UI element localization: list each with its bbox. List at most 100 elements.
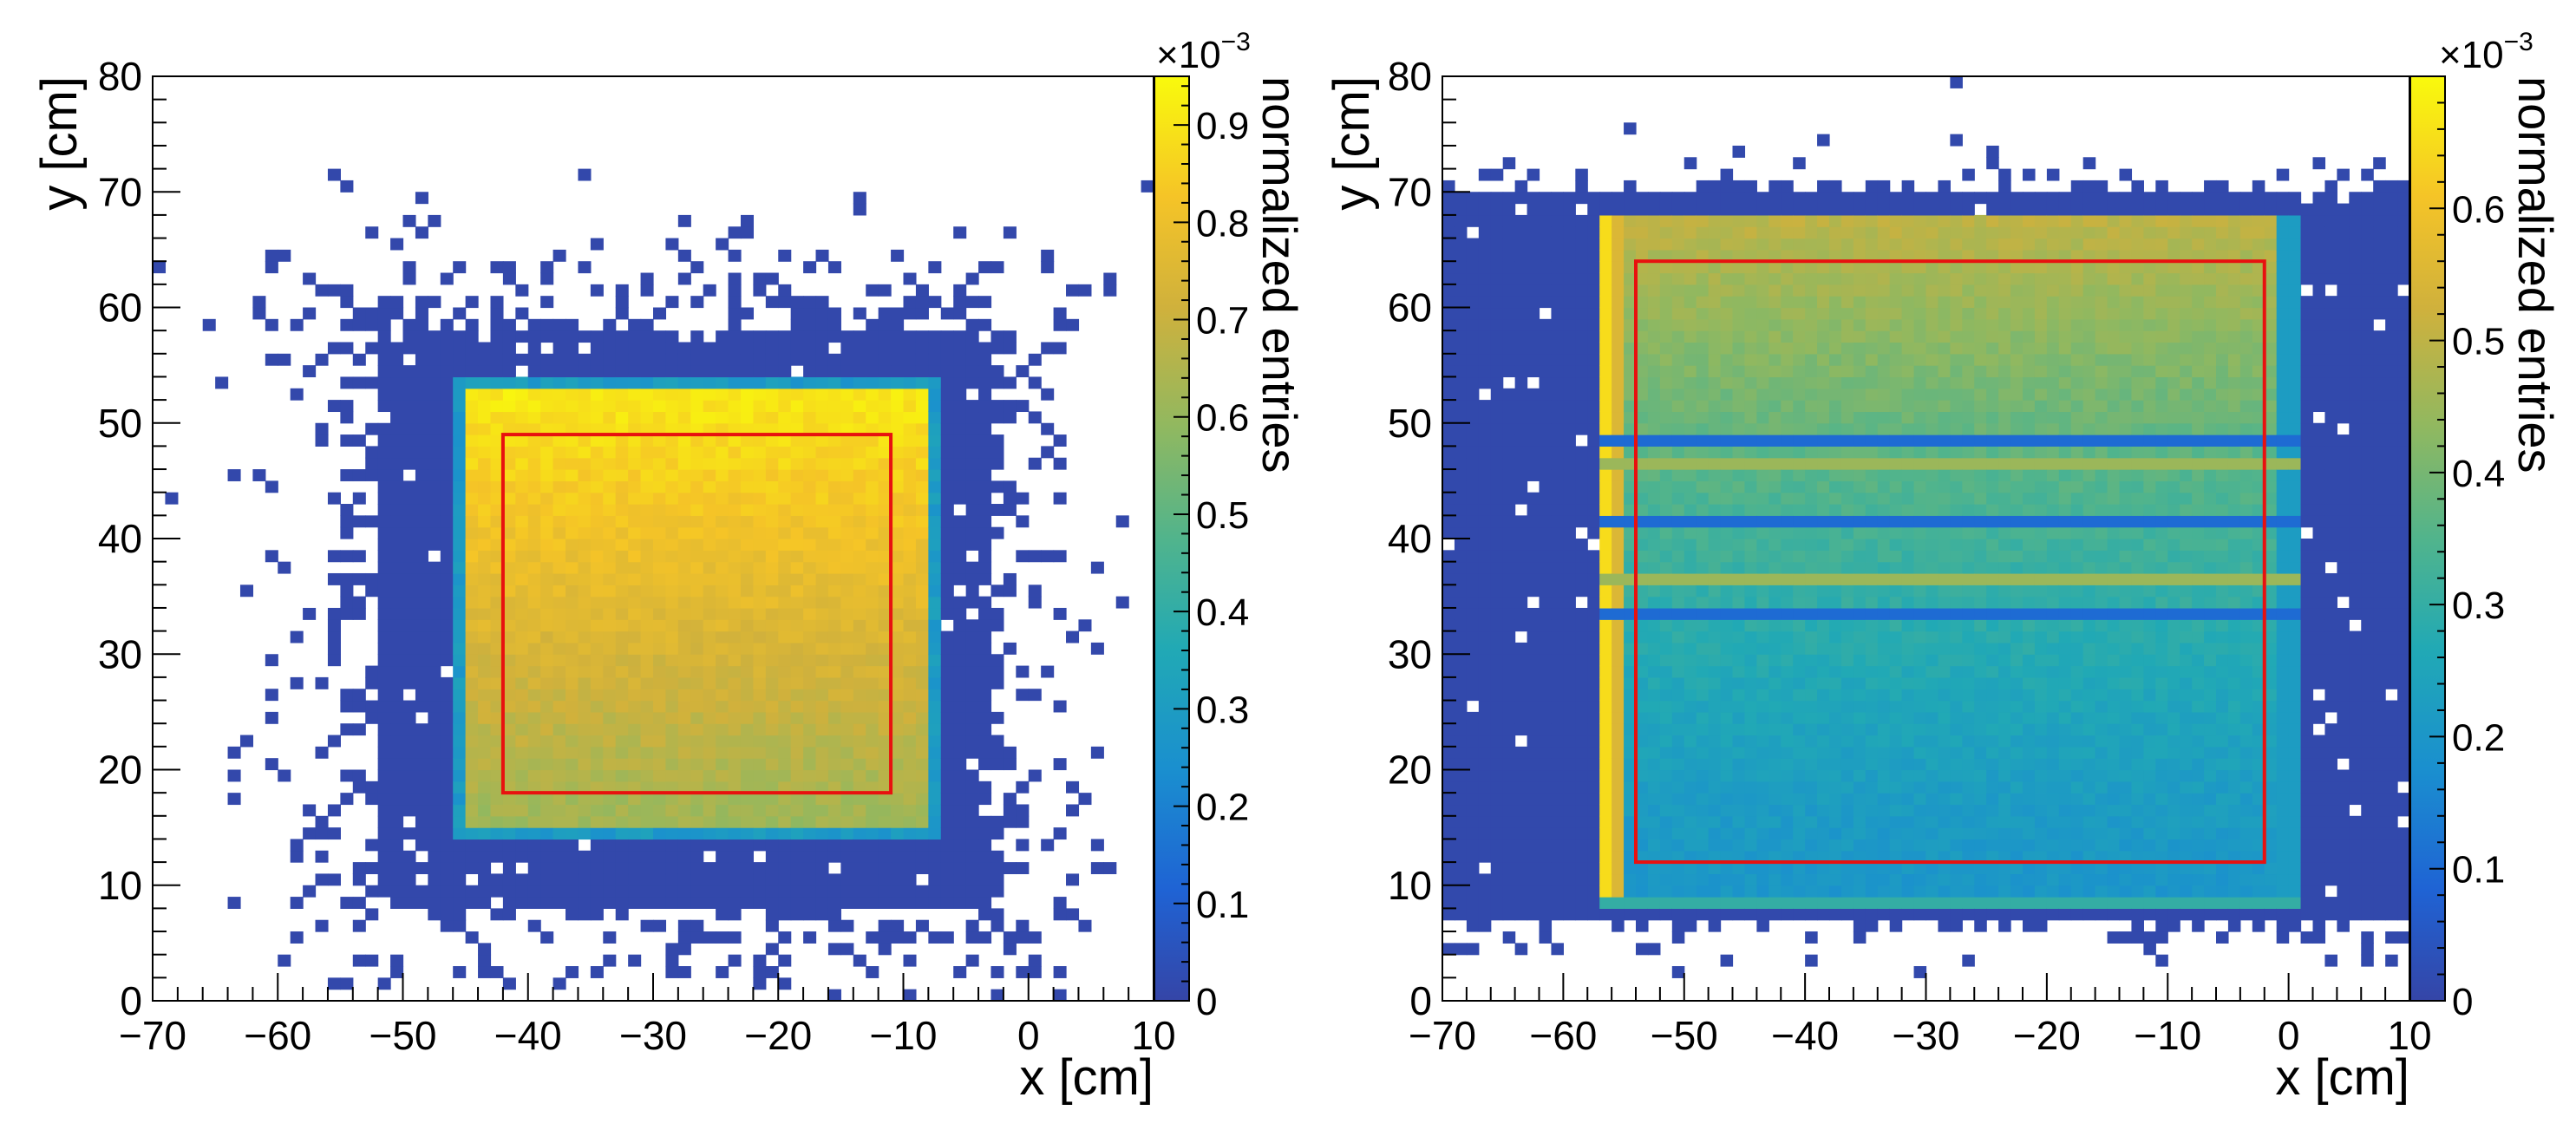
heatmap-bin: [340, 700, 354, 713]
heatmap-bin: [1502, 700, 1516, 713]
heatmap-bin: [1539, 619, 1553, 632]
heatmap-bin: [1708, 781, 1722, 794]
heatmap-bin: [728, 446, 742, 459]
heatmap-bin: [891, 330, 905, 343]
heatmap-bin: [527, 769, 541, 782]
heatmap-bin: [315, 815, 329, 828]
heatmap-bin: [603, 607, 617, 620]
heatmap-bin: [878, 504, 892, 516]
heatmap-bin: [1599, 284, 1612, 297]
heatmap-bin: [815, 711, 829, 724]
heatmap-bin: [740, 330, 755, 343]
heatmap-bin: [978, 261, 992, 274]
heatmap-bin: [765, 676, 779, 689]
heatmap-bin: [615, 804, 629, 817]
heatmap-bin: [1599, 388, 1612, 401]
heatmap-bin: [703, 746, 716, 759]
heatmap-bin: [1612, 815, 1625, 828]
heatmap-bin: [1587, 469, 1600, 481]
heatmap-bin: [1612, 700, 1625, 713]
heatmap-bin: [578, 596, 592, 609]
heatmap-bin: [527, 492, 541, 505]
heatmap-bin: [527, 897, 541, 909]
heatmap-bin: [1028, 954, 1042, 967]
heatmap-bin: [1442, 411, 1455, 424]
heatmap-bin: [1599, 307, 1612, 320]
heatmap-bin: [465, 446, 479, 459]
heatmap-bin: [1696, 908, 1710, 921]
heatmap-bin: [1539, 192, 1553, 205]
heatmap-bin: [502, 422, 516, 435]
heatmap-bin: [440, 607, 454, 620]
heatmap-bin: [1756, 585, 1769, 598]
heatmap-bin: [1696, 850, 1710, 863]
heatmap-bin: [1612, 676, 1625, 689]
heatmap-bin: [1708, 607, 1722, 620]
heatmap-bin: [1720, 711, 1734, 724]
heatmap-bin: [1527, 226, 1540, 239]
heatmap-bin: [790, 480, 804, 493]
heatmap-bin: [778, 607, 792, 620]
heatmap-bin: [1769, 504, 1782, 516]
heatmap-bin: [978, 700, 992, 713]
heatmap-bin: [790, 723, 804, 736]
heatmap-bin: [866, 862, 879, 875]
heatmap-bin: [991, 446, 1004, 459]
heatmap-bin: [1769, 885, 1782, 898]
colorbar-tick-label: 0.8: [1196, 202, 1249, 245]
heatmap-bin: [1696, 446, 1710, 459]
heatmap-bin: [703, 422, 716, 435]
heatmap-bin: [953, 469, 967, 481]
heatmap-bin: [703, 793, 716, 806]
heatmap-bin: [953, 526, 967, 539]
heatmap-bin: [940, 457, 954, 470]
heatmap-bin: [1454, 400, 1468, 413]
heatmap-bin: [527, 596, 541, 609]
heatmap-bin: [415, 804, 428, 817]
heatmap-bin: [677, 781, 691, 794]
heatmap-bin: [1514, 422, 1528, 435]
heatmap-bin: [728, 226, 742, 239]
heatmap-bin: [490, 966, 504, 978]
heatmap-bin: [1563, 885, 1576, 898]
heatmap-bin: [728, 804, 742, 817]
heatmap-bin: [1756, 400, 1769, 413]
heatmap-bin: [765, 839, 779, 852]
heatmap-bin: [778, 353, 792, 366]
heatmap-bin: [740, 873, 755, 886]
heatmap-bin: [365, 781, 379, 794]
heatmap-bin: [827, 873, 841, 886]
heatmap-bin: [402, 504, 416, 516]
heatmap-bin: [527, 411, 541, 424]
heatmap-bin: [953, 330, 967, 343]
heatmap-bin: [1575, 769, 1588, 782]
heatmap-bin: [665, 746, 679, 759]
heatmap-bin: [790, 897, 804, 909]
heatmap-bin: [278, 249, 291, 262]
heatmap-bin: [490, 515, 504, 528]
heatmap-bin: [803, 931, 817, 944]
heatmap-bin: [1551, 376, 1564, 389]
heatmap-bin: [1769, 238, 1782, 251]
heatmap-bin: [1756, 561, 1769, 574]
heatmap-bin: [1599, 793, 1612, 806]
heatmap-bin: [1599, 815, 1612, 828]
heatmap-bin: [991, 619, 1004, 632]
heatmap-bin: [1490, 654, 1504, 667]
heatmap-bin: [1514, 469, 1528, 481]
heatmap-bin: [978, 422, 992, 435]
heatmap-bin: [866, 723, 879, 736]
heatmap-bin: [1744, 342, 1757, 355]
heatmap-bin: [1744, 192, 1757, 205]
heatmap-bin: [853, 954, 866, 967]
heatmap-bin: [1599, 539, 1612, 551]
heatmap-bin: [978, 850, 992, 863]
heatmap-bin: [340, 342, 354, 355]
heatmap-bin: [703, 515, 716, 528]
heatmap-bin: [1003, 758, 1017, 771]
heatmap-bin: [728, 815, 742, 828]
heatmap-bin: [1514, 515, 1528, 528]
heatmap-bin: [1539, 815, 1553, 828]
heatmap-bin: [716, 862, 729, 875]
heatmap-bin: [716, 330, 729, 343]
